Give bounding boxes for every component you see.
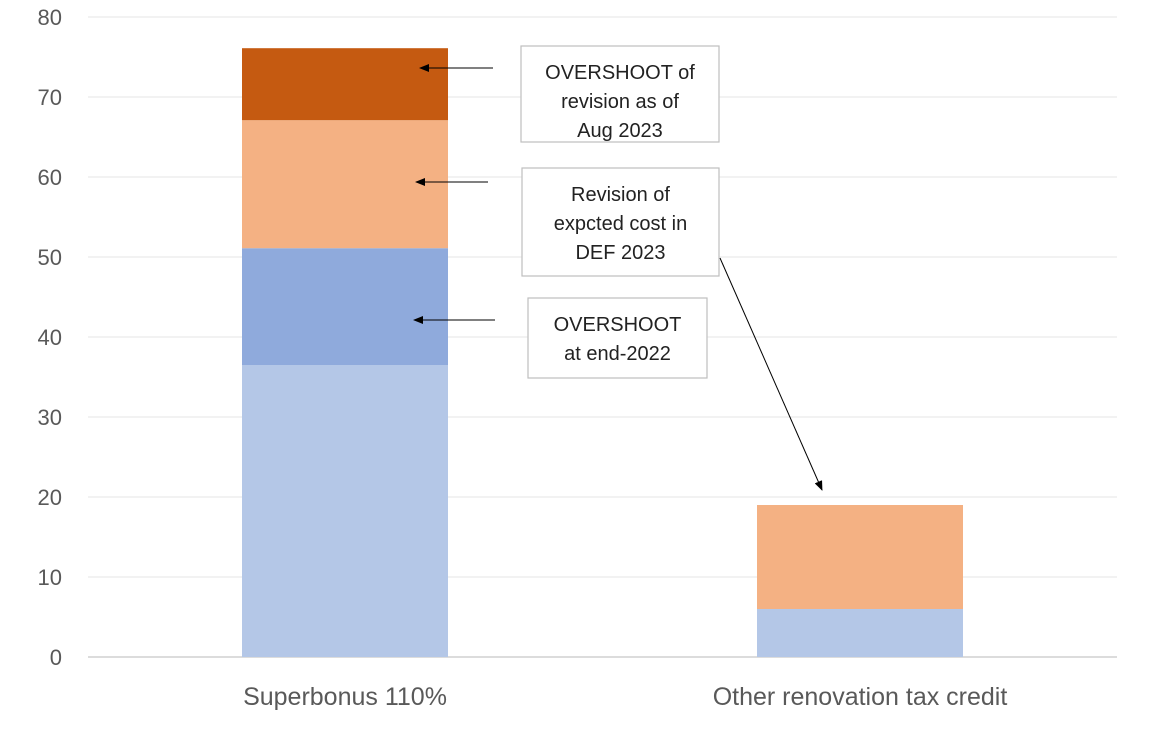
bar-segment xyxy=(757,609,963,657)
annotation-arrow xyxy=(719,257,823,491)
y-tick-label: 80 xyxy=(38,5,62,30)
annotation-text: expcted cost in xyxy=(554,213,687,235)
annotation-text: Revision of xyxy=(571,184,670,206)
y-tick-label: 70 xyxy=(38,85,62,110)
y-tick-label: 10 xyxy=(38,565,62,590)
annotation-text: revision as of xyxy=(561,91,679,113)
y-axis-ticks: 0 10 20 30 40 50 60 70 80 xyxy=(38,5,62,670)
bars xyxy=(242,48,963,657)
bar-segment xyxy=(242,48,448,121)
y-tick-label: 60 xyxy=(38,165,62,190)
bar-segment xyxy=(757,505,963,609)
annotation-text: OVERSHOOT of xyxy=(545,62,695,84)
y-tick-label: 50 xyxy=(38,245,62,270)
y-tick-label: 30 xyxy=(38,405,62,430)
annotation-box xyxy=(527,297,708,379)
annotations: OVERSHOOT of revision as of Aug 2023 Revisi… xyxy=(413,45,823,491)
annotation-text: at end-2022 xyxy=(564,343,671,365)
y-tick-label: 40 xyxy=(38,325,62,350)
y-tick-label: 20 xyxy=(38,485,62,510)
category-label: Superbonus 110% xyxy=(243,683,447,711)
annotation-text: OVERSHOOT xyxy=(554,314,682,336)
annotation-text: DEF 2023 xyxy=(575,242,665,264)
x-axis-categories: Superbonus 110% Other renovation tax cred… xyxy=(243,683,1007,711)
category-label: Other renovation tax credit xyxy=(713,683,1008,711)
y-tick-label: 0 xyxy=(50,645,62,670)
bar-segment xyxy=(242,365,448,657)
annotation-text: Aug 2023 xyxy=(577,120,663,142)
bar-segment xyxy=(242,248,448,365)
annotation-box xyxy=(520,45,720,143)
bar-segment xyxy=(242,120,448,249)
annotation-box xyxy=(521,167,720,277)
